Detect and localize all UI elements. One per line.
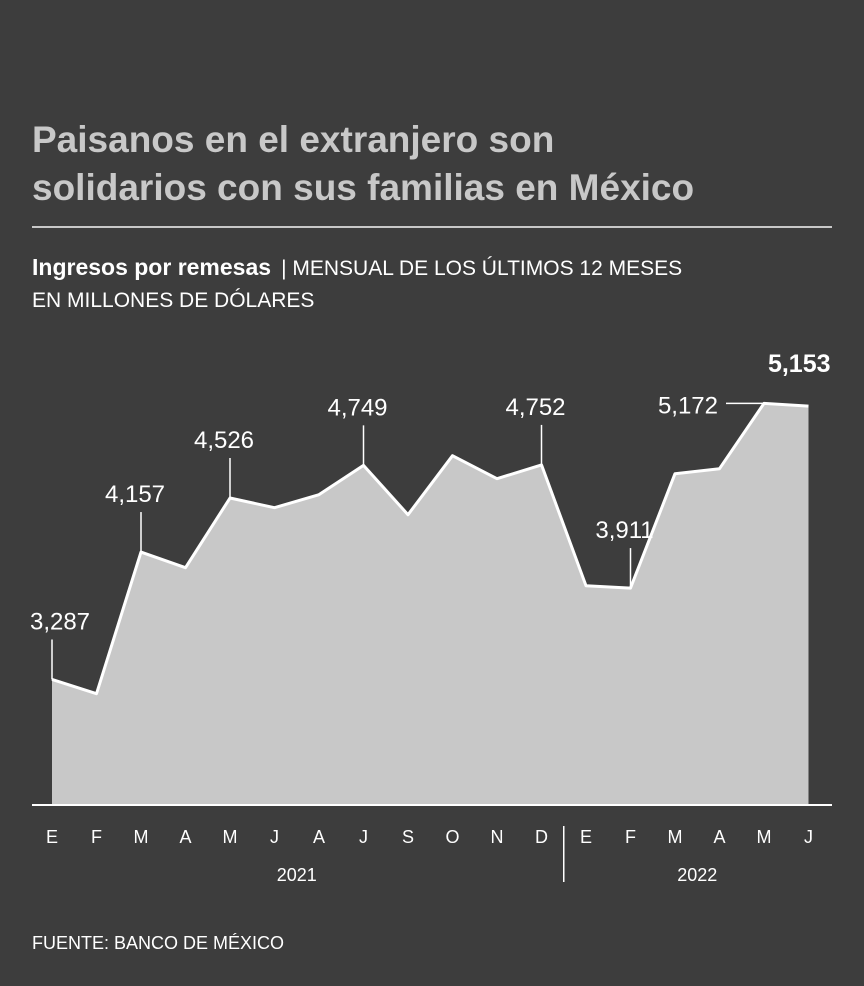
x-tick-label: M <box>757 827 772 847</box>
value-label: 4,157 <box>105 481 165 508</box>
x-tick-label: E <box>46 827 58 847</box>
x-tick-label: M <box>223 827 238 847</box>
x-tick-label: N <box>491 827 504 847</box>
value-label: 3,911 <box>595 517 653 544</box>
chart-title: Paisanos en el extranjero son solidarios … <box>32 119 694 208</box>
value-label: 3,287 <box>30 608 90 635</box>
x-tick-label: J <box>804 827 813 847</box>
x-tick-label: M <box>134 827 149 847</box>
title-line: Paisanos en el extranjero son <box>32 119 554 160</box>
year-label: 2021 <box>277 865 317 885</box>
area <box>52 403 809 805</box>
x-tick-label: F <box>91 827 102 847</box>
x-tick-label: A <box>713 827 725 847</box>
year-label: 2022 <box>677 865 717 885</box>
x-tick-label: D <box>535 827 548 847</box>
x-tick-label: J <box>270 827 279 847</box>
x-tick-label: F <box>625 827 636 847</box>
subtitle: Ingresos por remesas | MENSUAL DE LOS ÚLT… <box>32 254 682 280</box>
x-tick-label: S <box>402 827 414 847</box>
x-tick-label: A <box>179 827 191 847</box>
source: FUENTE: BANCO DE MÉXICO <box>32 933 284 953</box>
title-line: solidarios con sus familias en México <box>32 167 694 208</box>
x-tick-label: E <box>580 827 592 847</box>
x-tick-label: J <box>359 827 368 847</box>
value-label: 5,172 <box>658 392 718 419</box>
subtitle-main: Ingresos por remesas <box>32 254 271 280</box>
x-tick-label: A <box>313 827 325 847</box>
unit-label: EN MILLONES DE DÓLARES <box>32 289 314 312</box>
value-label: 4,526 <box>194 427 254 454</box>
value-label: 4,752 <box>505 394 565 421</box>
value-label: 4,749 <box>327 394 387 421</box>
line <box>51 401 809 696</box>
x-tick-label: O <box>445 827 459 847</box>
x-tick-label: M <box>668 827 683 847</box>
subtitle-detail: | MENSUAL DE LOS ÚLTIMOS 12 MESES <box>281 257 682 280</box>
value-label: 5,153 <box>768 350 831 378</box>
